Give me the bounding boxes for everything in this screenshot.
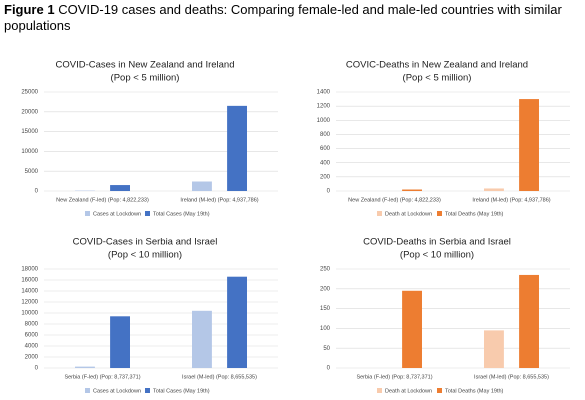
y-tick-label: 4000: [25, 344, 39, 350]
y-tick-label: 0: [35, 366, 39, 372]
y-tick-label: 50: [323, 346, 330, 352]
y-tick-label: 200: [320, 174, 331, 180]
legend-swatch: [145, 211, 150, 216]
chart-title: COVID-Cases in New Zealand and Ireland: [55, 60, 234, 71]
y-tick-label: 10000: [21, 149, 38, 155]
chart-subtitle: (Pop < 10 million): [108, 250, 182, 261]
y-tick-label: 0: [35, 189, 39, 195]
legend-swatch: [437, 388, 442, 393]
bar: [75, 366, 95, 368]
bar: [402, 290, 422, 368]
legend-label: Total Cases (May 19th): [153, 211, 210, 217]
y-tick-label: 5000: [25, 169, 39, 175]
bar: [227, 105, 247, 191]
legend-label: Total Cases (May 19th): [153, 388, 210, 394]
y-tick-label: 1400: [317, 90, 331, 96]
x-tick-label: Ireland (M-led) (Pop: 4,937,786): [472, 197, 550, 203]
legend-label: Cases at Lockdown: [93, 388, 141, 394]
y-tick-label: 600: [320, 146, 331, 152]
bar: [484, 188, 504, 191]
y-tick-label: 100: [320, 326, 331, 332]
bar: [484, 330, 504, 368]
legend-swatch: [145, 388, 150, 393]
bar: [192, 181, 212, 191]
chart-subtitle: (Pop < 5 million): [111, 73, 180, 84]
x-tick-label: Serbia (F-led) (Pop: 8,737,371): [64, 374, 140, 380]
y-tick-label: 16000: [21, 278, 38, 284]
y-tick-label: 6000: [25, 333, 39, 339]
bar: [110, 316, 130, 368]
bar: [192, 310, 212, 368]
y-tick-label: 0: [327, 189, 331, 195]
y-tick-label: 20000: [21, 109, 38, 115]
legend-label: Cases at Lockdown: [93, 211, 141, 217]
y-tick-label: 150: [320, 306, 331, 312]
chart-title: COVID-Deaths in Serbia and Israel: [363, 237, 511, 248]
y-tick-label: 8000: [25, 322, 39, 328]
bar: [402, 189, 422, 191]
x-tick-label: Israel (M-led) (Pop: 8,655,535): [182, 374, 257, 380]
bar: [519, 274, 539, 368]
y-tick-label: 12000: [21, 300, 38, 306]
bar: [227, 276, 247, 368]
y-tick-label: 2000: [25, 355, 39, 361]
legend-swatch: [85, 211, 90, 216]
bar: [519, 99, 539, 191]
y-tick-label: 10000: [21, 311, 38, 317]
y-tick-label: 800: [320, 132, 331, 138]
x-tick-label: Serbia (F-led) (Pop: 8,737,371): [356, 374, 432, 380]
x-tick-label: New Zealand (F-led) (Pop: 4,822,233): [56, 197, 149, 203]
y-tick-label: 1200: [317, 104, 331, 110]
y-tick-label: 15000: [21, 129, 38, 135]
legend-swatch: [377, 388, 382, 393]
legend-label: Total Deaths (May 19th): [445, 211, 504, 217]
y-tick-label: 200: [320, 286, 331, 292]
y-tick-label: 400: [320, 160, 331, 166]
chart-subtitle: (Pop < 5 million): [403, 73, 472, 84]
legend-swatch: [85, 388, 90, 393]
caption-text: COVID-19 cases and deaths: Comparing fem…: [4, 2, 562, 33]
y-tick-label: 0: [327, 366, 331, 372]
chart-title: COVID-Cases in Serbia and Israel: [73, 237, 218, 248]
legend-label: Death at Lockdown: [385, 388, 432, 394]
chart-subtitle: (Pop < 10 million): [400, 250, 474, 261]
chart-title: COVIC-Deaths in New Zealand and Ireland: [346, 60, 528, 71]
x-tick-label: New Zealand (F-led) (Pop: 4,822,233): [348, 197, 441, 203]
legend-label: Total Deaths (May 19th): [445, 388, 504, 394]
figure-caption: Figure 1 COVID-19 cases and deaths: Comp…: [4, 2, 579, 34]
x-tick-label: Ireland (M-led) (Pop: 4,937,786): [180, 197, 258, 203]
x-tick-label: Israel (M-led) (Pop: 8,655,535): [474, 374, 549, 380]
y-tick-label: 1000: [317, 118, 331, 124]
y-tick-label: 14000: [21, 289, 38, 295]
legend-swatch: [437, 211, 442, 216]
legend-label: Death at Lockdown: [385, 211, 432, 217]
y-tick-label: 250: [320, 267, 331, 273]
legend-swatch: [377, 211, 382, 216]
figure-label: Figure 1: [4, 2, 55, 17]
y-tick-label: 25000: [21, 90, 38, 96]
bar: [110, 185, 130, 191]
y-tick-label: 18000: [21, 267, 38, 273]
